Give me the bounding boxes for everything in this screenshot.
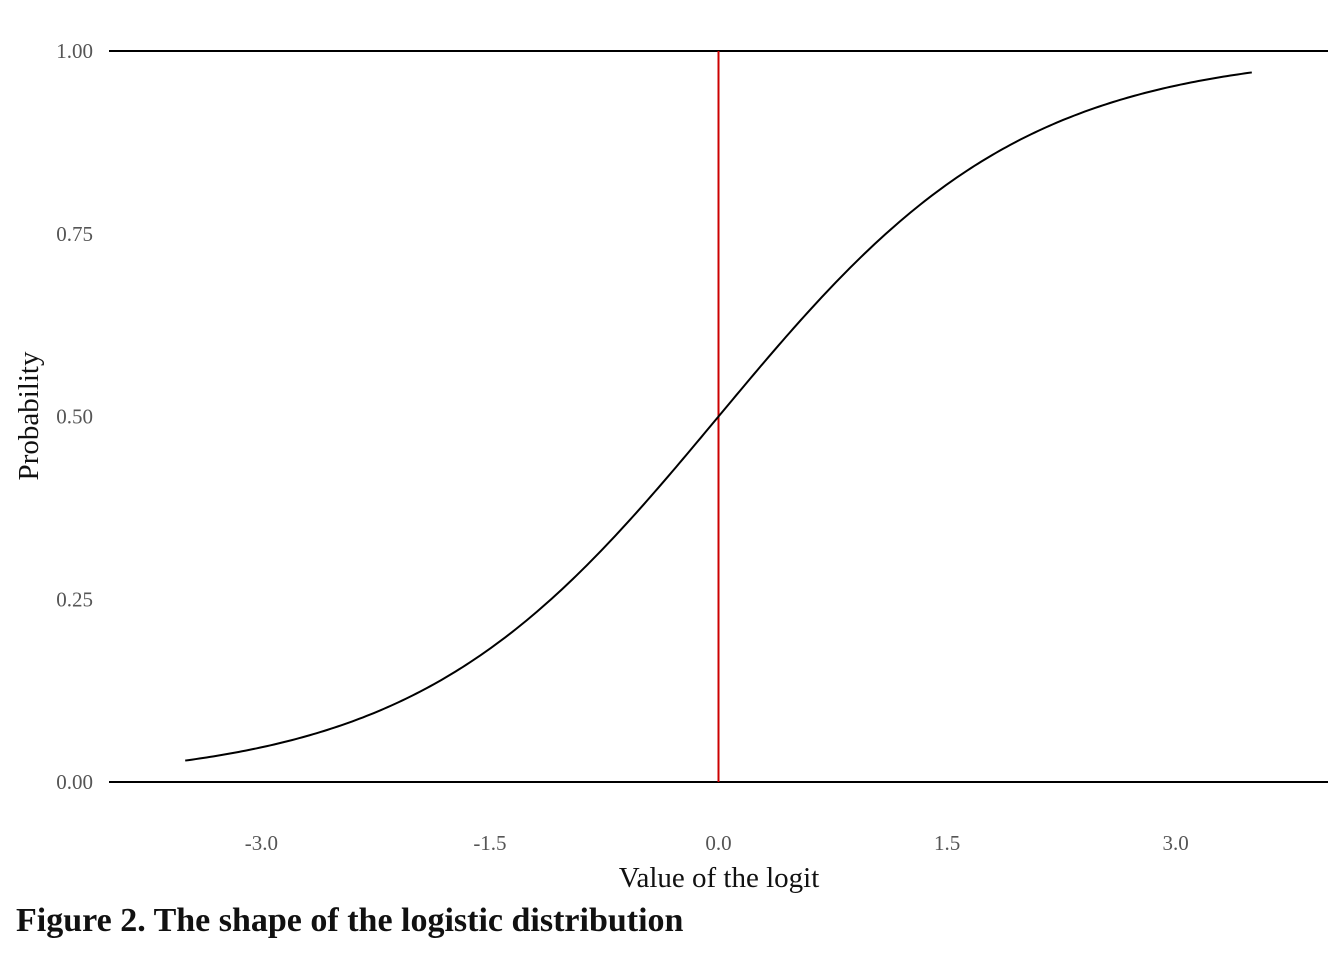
x-tick-label: -1.5 [473,831,506,855]
plot-lines [109,50,1328,783]
y-tick-label: 0.25 [56,587,93,611]
y-tick-labels: 0.00 0.25 0.50 0.75 1.00 [56,39,93,794]
x-tick-labels: -3.0 -1.5 0.0 1.5 3.0 [245,831,1189,855]
y-tick-label: 0.50 [56,405,93,429]
x-tick-label: 3.0 [1163,831,1189,855]
figure-caption: Figure 2. The shape of the logistic dist… [16,902,684,939]
x-tick-label: 1.5 [934,831,960,855]
y-axis-title: Probability [13,351,45,480]
y-tick-label: 0.00 [56,770,93,794]
x-tick-label: -3.0 [245,831,278,855]
logistic-chart: 0.00 0.25 0.50 0.75 1.00 -3.0 -1.5 0.0 1.5 3.0 V… [13,39,1328,894]
logistic-curve-0 [185,71,1252,762]
x-tick-label: 0.0 [705,831,731,855]
x-axis-title: Value of the logit [619,862,820,894]
y-tick-label: 0.75 [56,222,93,246]
y-tick-label: 1.00 [56,39,93,63]
